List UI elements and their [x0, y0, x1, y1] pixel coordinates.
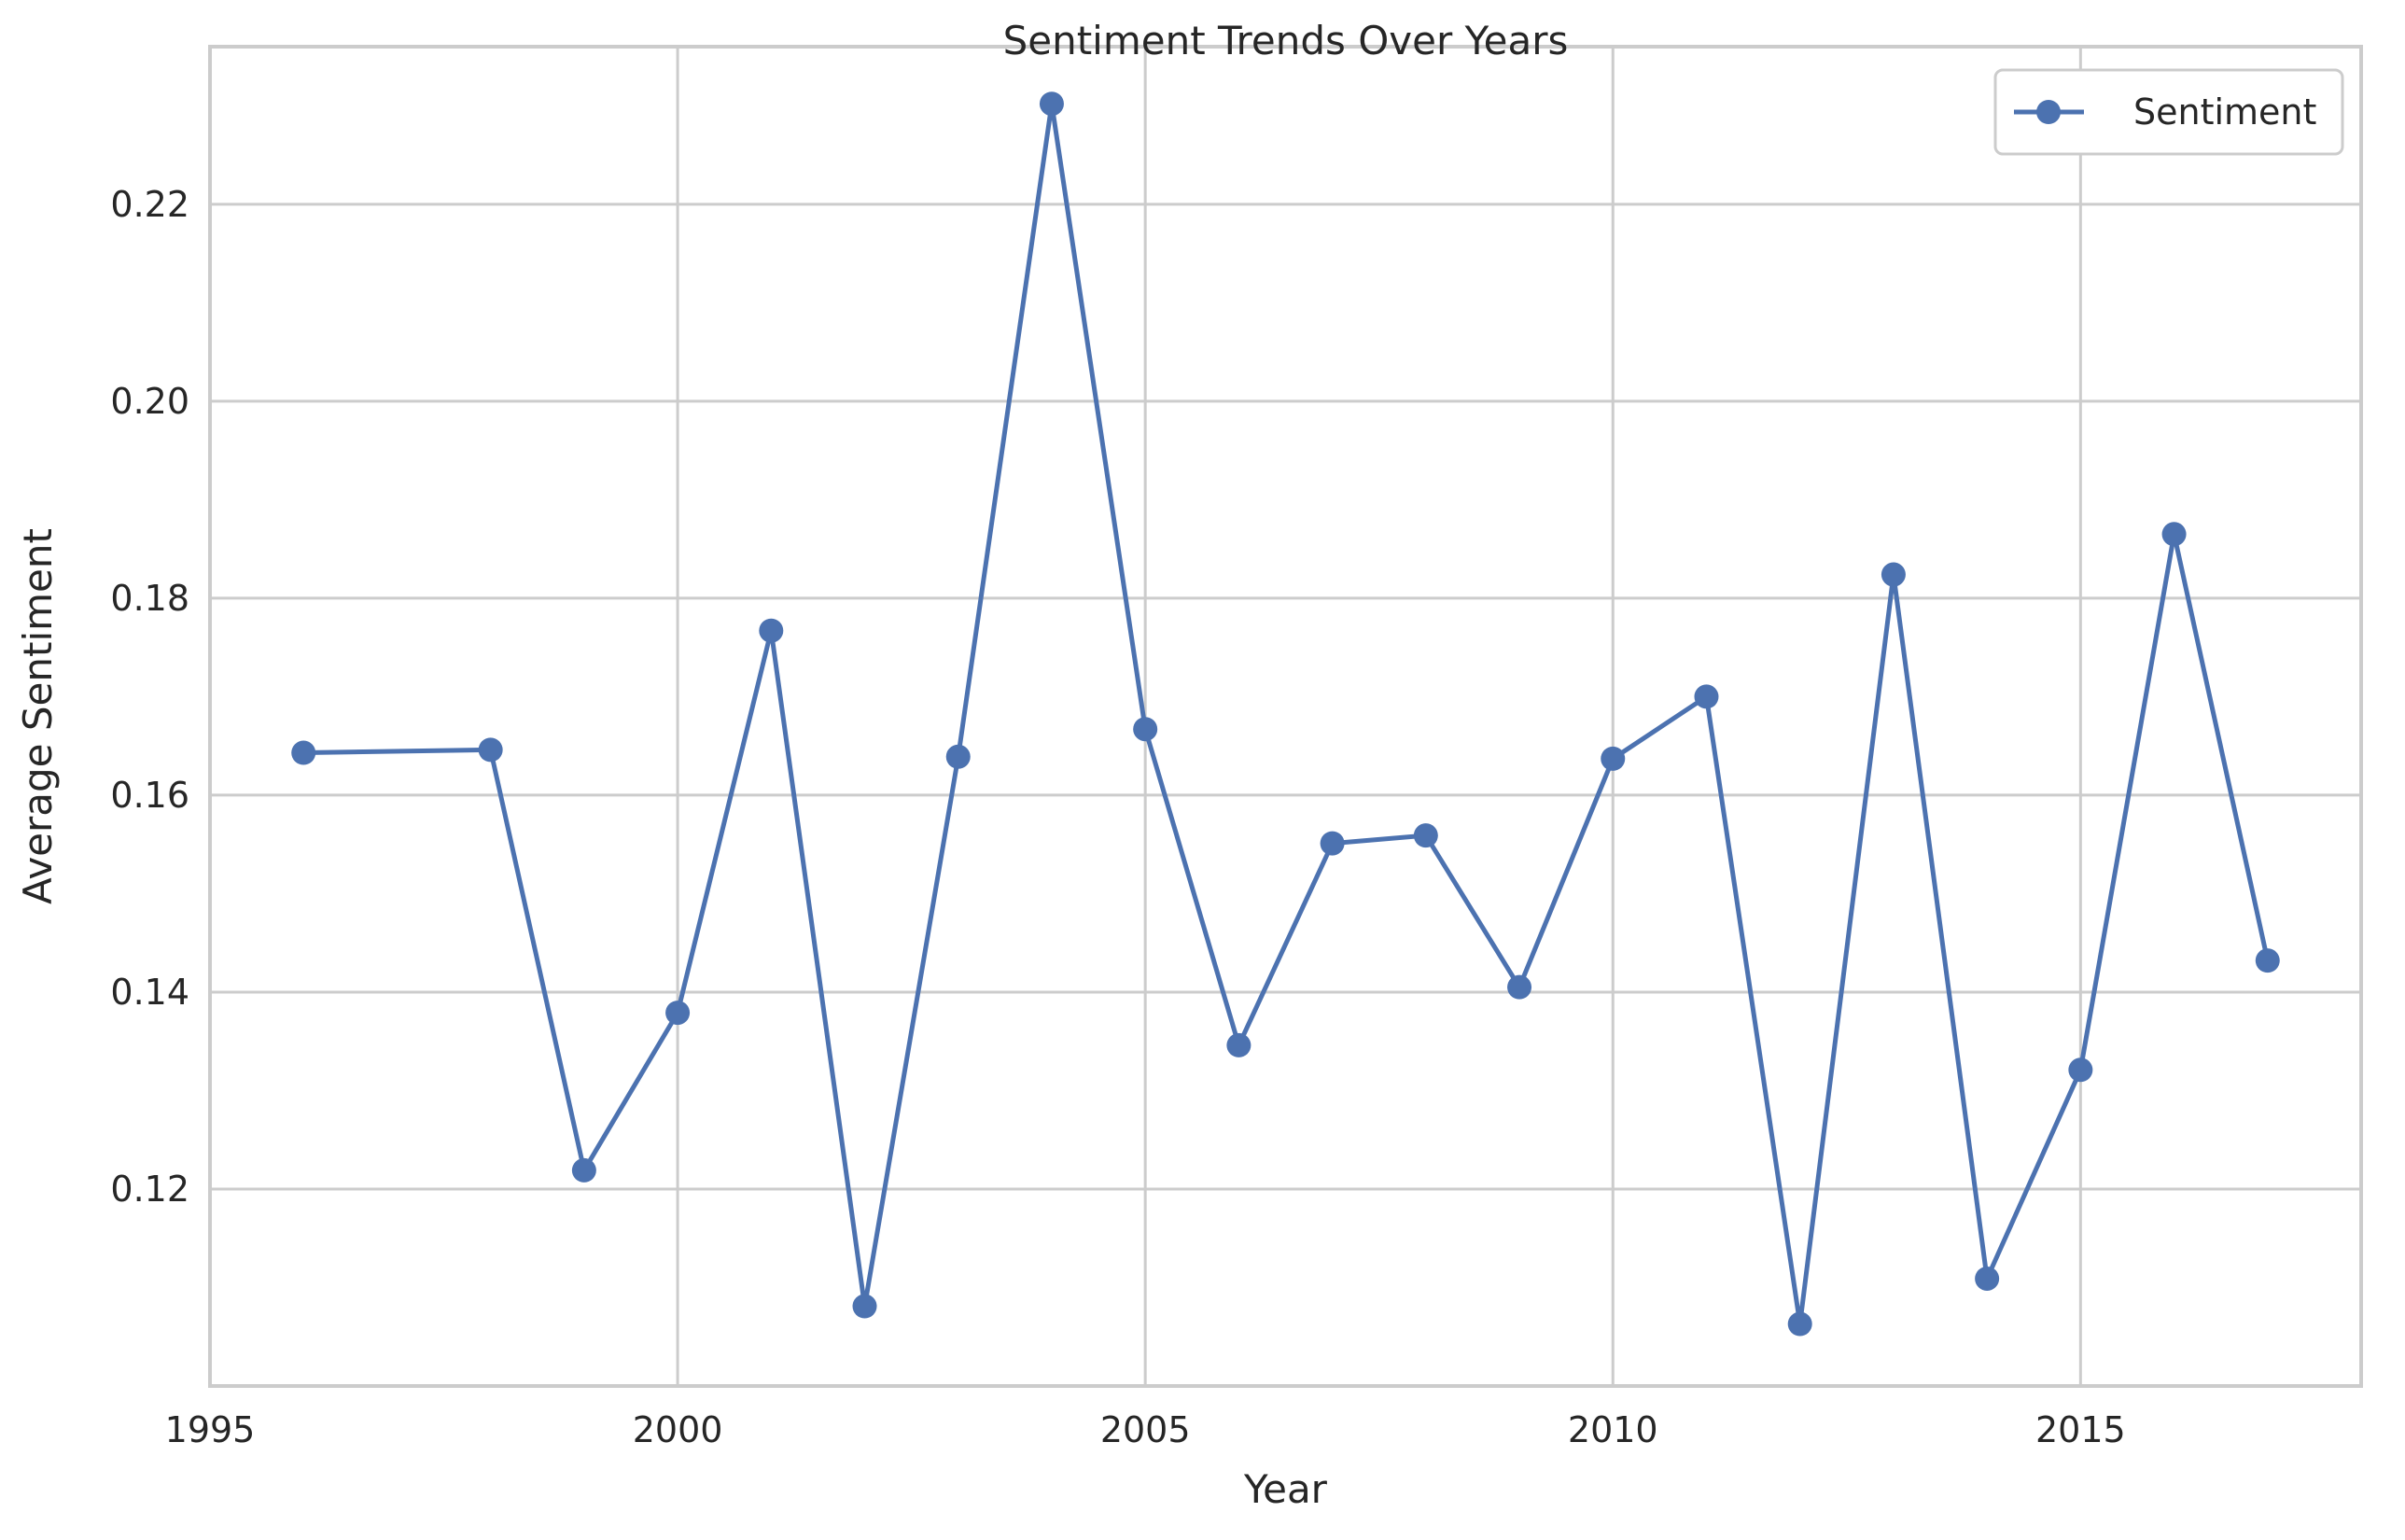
x-axis-title: Year — [1243, 1466, 1328, 1512]
data-point — [1881, 562, 1906, 587]
grid — [208, 47, 2361, 1386]
y-tick-label: 0.14 — [110, 972, 189, 1013]
x-axis-ticks: 1995 2000 2005 2010 2015 — [165, 1409, 2126, 1450]
y-tick-label: 0.16 — [110, 775, 189, 816]
data-point — [1413, 823, 1438, 848]
data-point — [2161, 522, 2187, 547]
chart-title: Sentiment Trends Over Years — [1003, 18, 1569, 63]
data-point — [1694, 684, 1719, 709]
data-point — [1039, 91, 1064, 117]
legend-box — [1993, 68, 2344, 156]
data-point — [1601, 746, 1626, 771]
x-tick-label: 2015 — [2035, 1409, 2126, 1450]
y-tick-label: 0.18 — [110, 578, 189, 619]
x-tick-label: 2000 — [633, 1409, 723, 1450]
data-point — [1320, 831, 1345, 856]
data-point — [478, 737, 503, 763]
y-tick-label: 0.12 — [110, 1169, 189, 1210]
data-point — [571, 1157, 596, 1183]
data-point — [945, 744, 971, 769]
data-point — [2068, 1057, 2093, 1083]
data-point — [291, 740, 316, 765]
data-point — [1507, 974, 1532, 1000]
data-point — [1787, 1311, 1812, 1337]
y-axis-title: Average Sentiment — [15, 528, 61, 904]
data-point — [665, 1001, 691, 1026]
y-tick-label: 0.22 — [110, 184, 189, 225]
data-point — [2255, 948, 2280, 973]
data-point — [1226, 1032, 1251, 1057]
data-point — [1975, 1266, 2000, 1291]
plot-area-frame — [208, 45, 2363, 1388]
x-tick-label: 2005 — [1100, 1409, 1191, 1450]
data-point — [852, 1294, 877, 1319]
data-point — [759, 618, 784, 643]
series-line — [303, 101, 2271, 1327]
data-point — [1133, 717, 1158, 742]
legend-label: Sentiment — [2133, 91, 2316, 133]
legend: Sentiment — [1993, 68, 2344, 156]
x-tick-label: 2010 — [1568, 1409, 1658, 1450]
y-tick-label: 0.20 — [110, 381, 189, 422]
x-tick-label: 1995 — [165, 1409, 256, 1450]
legend-marker — [2036, 100, 2061, 124]
series-group — [291, 91, 2280, 1337]
y-axis-ticks: 0.12 0.14 0.16 0.18 0.20 0.22 — [110, 184, 189, 1210]
